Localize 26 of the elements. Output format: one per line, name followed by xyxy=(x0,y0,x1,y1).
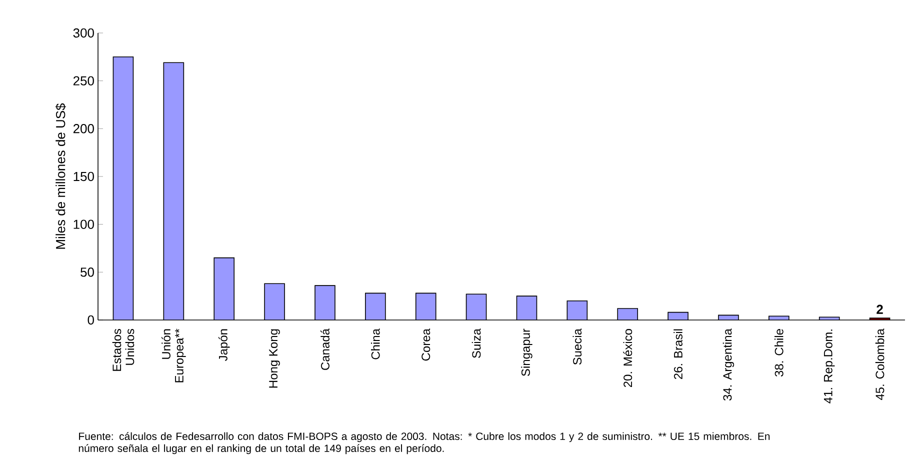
y-axis-title: Miles de millones de US$ xyxy=(55,103,66,249)
x-tick-label: Hong Kong xyxy=(269,329,280,388)
x-tick-label: 20. México xyxy=(623,329,632,388)
x-tick-label: 41. Rep.Dom. xyxy=(824,330,835,404)
x-tick-label: Suiza xyxy=(472,328,481,358)
y-tick-label: 150 xyxy=(74,172,94,182)
x-tick-label: Unión Europea** xyxy=(161,328,186,382)
x-tick-label: China xyxy=(371,328,380,360)
x-tick-label: 26. Brasil xyxy=(674,329,682,380)
y-tick-label: 50 xyxy=(80,268,94,277)
source-note: Fuente: cálculos de Fedesarrollo con datos FMI-BOPS a agosto de 2003. Notas: * Cubre los modos 1 y 2 de suministro. ** UE 15 miembros. En número señala el lugar en el ranking de un total de 149 países en el período. xyxy=(78,432,770,454)
x-tick-label: Japón xyxy=(218,329,230,362)
data-label: 2 xyxy=(876,304,883,314)
y-tick-label: 0 xyxy=(88,315,94,325)
x-tick-label: 38. Chile xyxy=(774,329,784,377)
x-tick-label: Canadá xyxy=(320,328,330,370)
x-tick-label: Singapur xyxy=(521,328,532,376)
x-tick-label: Estados Unidos xyxy=(112,328,134,371)
y-tick-label: 100 xyxy=(74,220,94,229)
y-tick-label: 300 xyxy=(73,28,94,38)
x-tick-label: 34. Argentina xyxy=(722,328,734,401)
y-tick-label: 200 xyxy=(73,124,94,134)
y-tick-label: 250 xyxy=(73,76,94,86)
x-tick-label: Suecia xyxy=(572,328,582,365)
x-tick-label: 45. Colombia xyxy=(875,328,884,400)
x-tick-label: Corea xyxy=(422,328,430,361)
